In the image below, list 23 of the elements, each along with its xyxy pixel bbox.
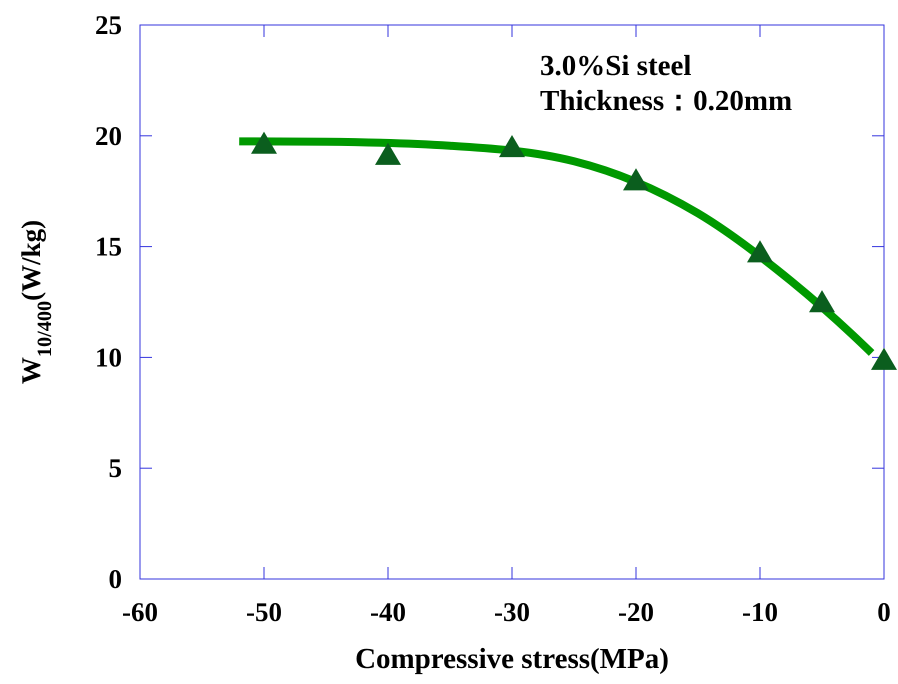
point — [747, 240, 773, 262]
x-tick-label: -60 — [122, 597, 158, 627]
x-axis-title: Compressive stress(MPa) — [355, 643, 669, 675]
x-tick-label: -30 — [494, 597, 530, 627]
x-tick-label: -20 — [618, 597, 654, 627]
point — [871, 348, 897, 370]
point — [623, 168, 649, 190]
annotation: 3.0%Si steel — [540, 50, 692, 82]
y-tick-label: 15 — [95, 232, 122, 262]
point — [499, 134, 525, 158]
x-tick-label: -50 — [246, 597, 282, 627]
point — [251, 132, 277, 154]
x-tick-label: -40 — [370, 597, 406, 627]
y-tick-label: 25 — [95, 10, 122, 40]
y-tick-label: 10 — [95, 342, 122, 372]
y-tick-label: 5 — [108, 453, 122, 484]
y-tick-label: 0 — [108, 564, 122, 594]
x-tick-label: 0 — [877, 597, 891, 627]
point — [809, 290, 835, 312]
point — [375, 142, 401, 165]
annotation: Thickness：0.20mm — [540, 85, 792, 117]
x-tick-label: -10 — [742, 597, 778, 627]
y-tick-label: 20 — [95, 120, 122, 151]
